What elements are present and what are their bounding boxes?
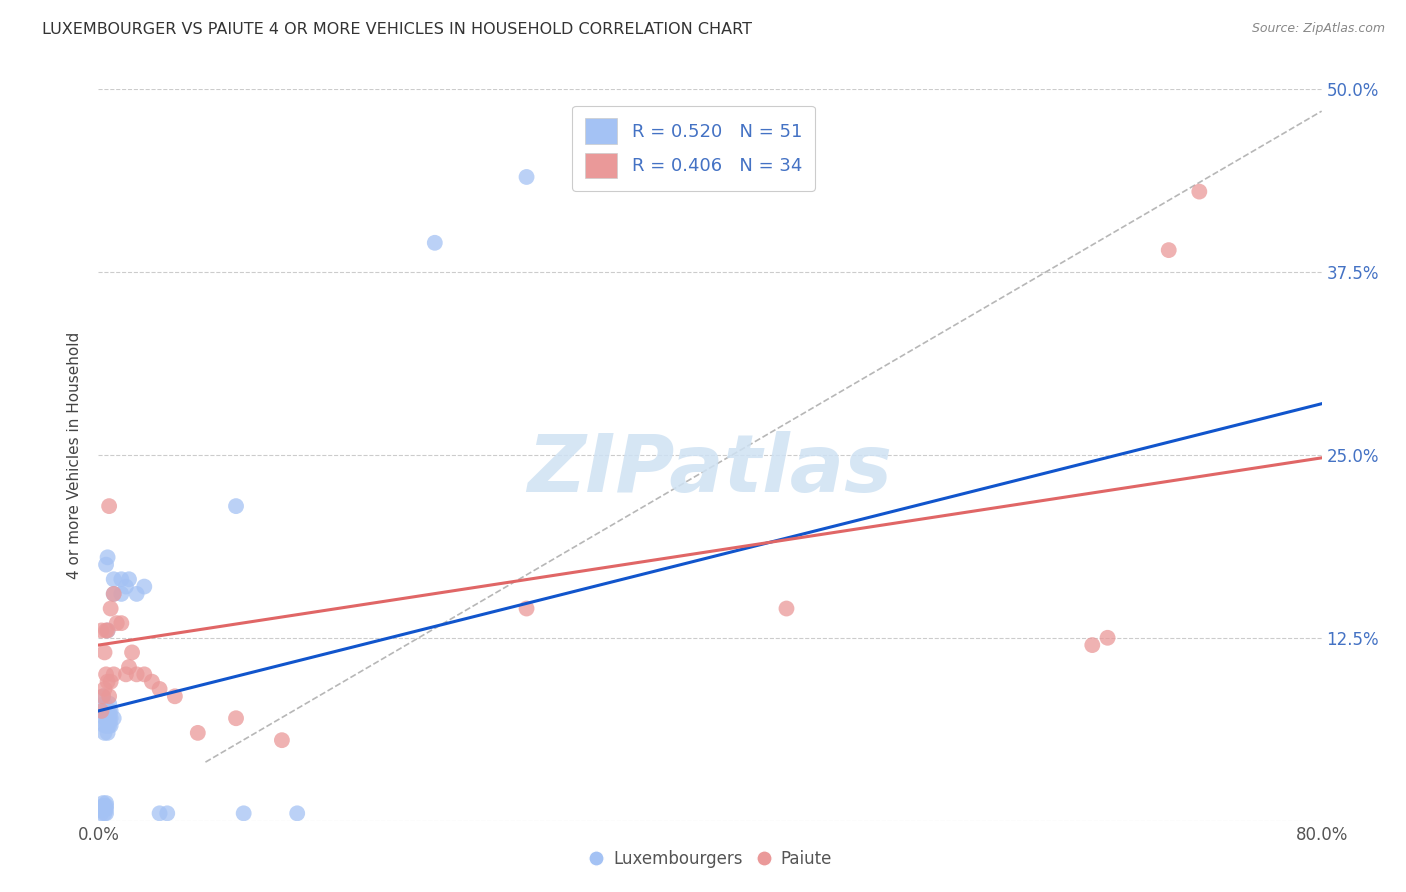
- Text: ZIPatlas: ZIPatlas: [527, 431, 893, 508]
- Point: [94, 718, 117, 732]
- Point: [94, 704, 117, 718]
- Point: [91, 690, 114, 704]
- Point: [98, 711, 121, 725]
- Point: [91, 799, 114, 814]
- Point: [94, 667, 117, 681]
- Point: [1188, 185, 1211, 199]
- Point: [98, 697, 121, 711]
- Point: [98, 718, 121, 732]
- Point: [118, 660, 141, 674]
- Text: Source: ZipAtlas.com: Source: ZipAtlas.com: [1251, 22, 1385, 36]
- Point: [97, 718, 120, 732]
- Point: [141, 674, 163, 689]
- Point: [93, 697, 115, 711]
- Point: [91, 802, 114, 816]
- Point: [91, 796, 114, 810]
- Point: [187, 726, 209, 740]
- Point: [225, 711, 247, 725]
- Point: [91, 704, 114, 718]
- Legend: Luxembourgers, Paiute: Luxembourgers, Paiute: [581, 843, 839, 874]
- Point: [1097, 631, 1119, 645]
- Point: [125, 667, 148, 681]
- Point: [98, 690, 121, 704]
- Point: [103, 587, 125, 601]
- Point: [100, 711, 122, 725]
- Point: [93, 681, 115, 696]
- Point: [149, 806, 172, 821]
- Point: [103, 711, 125, 725]
- Point: [1157, 243, 1180, 257]
- Point: [103, 572, 125, 586]
- Point: [121, 645, 143, 659]
- Point: [93, 802, 115, 816]
- Point: [93, 806, 115, 821]
- Point: [93, 645, 115, 659]
- Point: [90, 704, 112, 718]
- Point: [115, 667, 138, 681]
- Point: [94, 796, 117, 810]
- Point: [94, 806, 117, 821]
- Point: [97, 624, 120, 638]
- Point: [110, 572, 132, 586]
- Point: [93, 726, 115, 740]
- Point: [149, 681, 172, 696]
- Point: [100, 704, 122, 718]
- Point: [225, 499, 247, 513]
- Point: [98, 499, 121, 513]
- Point: [156, 806, 179, 821]
- Point: [100, 601, 122, 615]
- Point: [97, 624, 120, 638]
- Point: [93, 718, 115, 732]
- Point: [516, 601, 538, 615]
- Point: [163, 690, 186, 704]
- Point: [118, 572, 141, 586]
- Point: [125, 587, 148, 601]
- Text: LUXEMBOURGER VS PAIUTE 4 OR MORE VEHICLES IN HOUSEHOLD CORRELATION CHART: LUXEMBOURGER VS PAIUTE 4 OR MORE VEHICLE…: [42, 22, 752, 37]
- Point: [1081, 638, 1104, 652]
- Point: [90, 624, 112, 638]
- Point: [97, 711, 120, 725]
- Point: [97, 674, 120, 689]
- Point: [105, 616, 128, 631]
- Point: [94, 711, 117, 725]
- Point: [270, 733, 292, 747]
- Point: [134, 667, 156, 681]
- Point: [94, 558, 117, 572]
- Point: [97, 550, 120, 565]
- Point: [134, 580, 156, 594]
- Point: [285, 806, 308, 821]
- Point: [97, 704, 120, 718]
- Point: [93, 711, 115, 725]
- Point: [110, 616, 132, 631]
- Point: [775, 601, 797, 615]
- Point: [91, 690, 114, 704]
- Point: [232, 806, 254, 821]
- Point: [93, 799, 115, 814]
- Point: [90, 806, 112, 821]
- Y-axis label: 4 or more Vehicles in Household: 4 or more Vehicles in Household: [67, 331, 83, 579]
- Point: [115, 580, 138, 594]
- Point: [94, 799, 117, 814]
- Point: [516, 169, 538, 184]
- Point: [110, 587, 132, 601]
- Point: [94, 624, 117, 638]
- Point: [103, 587, 125, 601]
- Point: [97, 726, 120, 740]
- Point: [98, 704, 121, 718]
- Point: [103, 667, 125, 681]
- Point: [100, 718, 122, 732]
- Point: [100, 674, 122, 689]
- Point: [90, 804, 112, 818]
- Point: [94, 802, 117, 816]
- Point: [423, 235, 446, 250]
